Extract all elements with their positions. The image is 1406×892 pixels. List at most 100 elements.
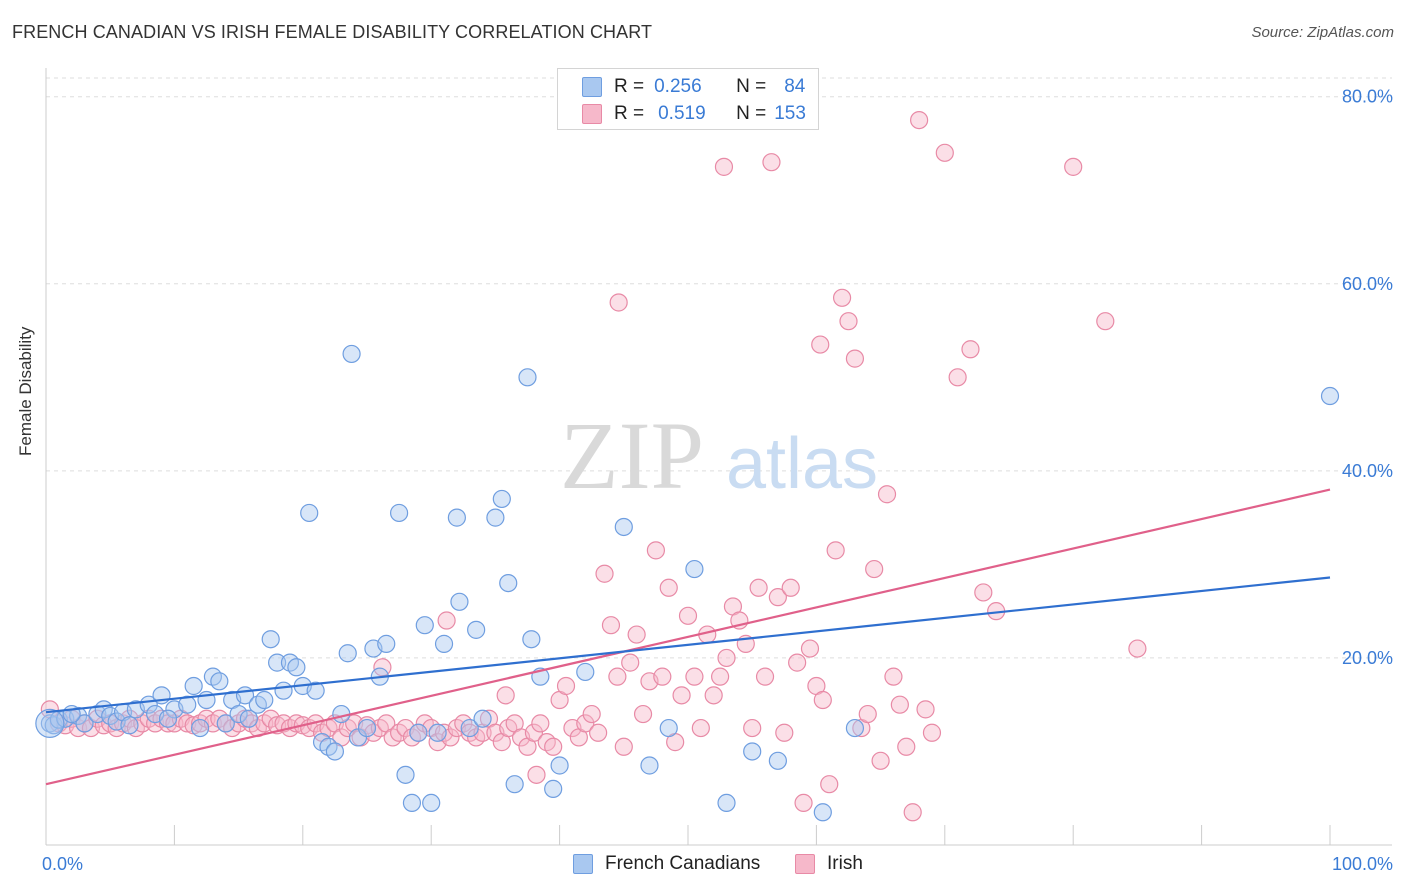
irish-point	[858, 704, 877, 724]
french-canadian-point	[120, 716, 139, 735]
french-canadian-point	[287, 658, 306, 677]
irish-point	[1064, 157, 1083, 176]
watermark: ZIP atlas	[560, 402, 878, 509]
french-canadian-point	[409, 723, 428, 742]
french-canadian-point	[390, 503, 409, 523]
irish-point	[813, 690, 832, 710]
irish-point	[556, 676, 576, 696]
french-canadian-point	[210, 672, 229, 691]
french-canadian-point	[268, 653, 287, 672]
french-canadian-point	[342, 344, 361, 364]
irish-point	[877, 485, 897, 504]
french-canadian-point	[357, 718, 377, 738]
correlation-legend: R = 0.256 N = 84 R = 0.519 N = 153	[557, 68, 819, 130]
irish-point	[794, 793, 813, 813]
irish-point	[826, 541, 845, 560]
french-canadian-point	[743, 742, 762, 761]
irish-point	[678, 606, 698, 625]
irish-point	[496, 686, 515, 705]
y-axis-label: Female Disability	[16, 326, 35, 456]
irish-point	[437, 611, 456, 630]
y-tick-label: 60.0%	[1342, 274, 1393, 294]
bottom-legend-french-canadians: French Canadians	[573, 852, 760, 876]
irish-point	[614, 737, 633, 756]
irish-point	[749, 578, 768, 597]
legend-n-value: 84	[784, 76, 806, 97]
legend-r-label: R =	[614, 76, 645, 97]
french-canadian-point	[768, 751, 787, 770]
french-canadian-point	[274, 681, 293, 700]
irish-point	[800, 639, 820, 658]
french-canadian-point	[450, 592, 469, 611]
french-canadian-point	[300, 503, 319, 523]
irish-point	[608, 667, 627, 686]
bottom-legend-label-french-canadians: French Canadians	[605, 853, 761, 874]
french-canadian-point	[68, 706, 88, 726]
french-canadian-point	[505, 775, 524, 794]
irish-point	[845, 349, 865, 368]
bottom-legend-label-irish: Irish	[827, 853, 863, 874]
irish-point	[884, 667, 903, 686]
irish-point	[672, 686, 691, 705]
source-label: Source: ZipAtlas.com	[1251, 24, 1394, 41]
irish-point	[601, 616, 621, 635]
irish-point	[714, 157, 734, 176]
french-canadian-point	[325, 742, 344, 761]
french-canadian-point	[460, 718, 479, 738]
legend-n-label: N =	[736, 103, 767, 124]
irish-point	[691, 718, 710, 738]
french-canadian-point	[1320, 386, 1340, 406]
x-tick-label: 100.0%	[1332, 854, 1393, 874]
irish-point	[633, 704, 653, 724]
french-canadian-point	[35, 708, 65, 739]
french-canadian-point	[518, 368, 537, 387]
french-canadian-point	[190, 718, 210, 738]
french-canadian-point	[75, 714, 94, 733]
irish-point	[582, 704, 601, 724]
irish-point	[531, 714, 550, 733]
french-canadian-trend-line	[45, 576, 1331, 714]
irish-point	[595, 564, 614, 583]
french-canadian-point	[158, 709, 178, 728]
french-canadian-point	[544, 779, 563, 798]
irish-point	[820, 775, 839, 794]
french-canadian-point	[499, 573, 518, 593]
irish-point	[621, 653, 640, 672]
french-canadian-point	[239, 709, 258, 728]
french-canadian-point	[614, 517, 633, 537]
legend-swatch-blue	[582, 77, 602, 97]
irish-point	[839, 312, 858, 331]
french-canadian-point	[415, 616, 434, 635]
bottom-legend-swatch-blue	[573, 854, 593, 874]
irish-points	[40, 110, 1147, 822]
tick-labels: 20.0% 40.0% 60.0% 80.0% 0.0% 100.0%	[42, 87, 1393, 874]
irish-point	[768, 588, 787, 607]
legend-r-label: R =	[614, 103, 645, 124]
irish-point	[646, 541, 666, 560]
x-tick-label: 0.0%	[42, 854, 83, 874]
french-canadian-point	[422, 793, 441, 813]
irish-point	[775, 723, 794, 742]
irish-point	[589, 723, 608, 742]
irish-point	[788, 653, 807, 672]
french-canadian-point	[473, 709, 492, 728]
irish-point	[871, 751, 890, 770]
french-canadian-point	[377, 634, 396, 653]
irish-point	[1096, 312, 1115, 331]
french-canadian-point	[428, 723, 447, 742]
irish-point	[762, 153, 781, 172]
legend-n-label: N =	[736, 76, 767, 97]
irish-point	[910, 110, 929, 130]
irish-point	[948, 368, 967, 387]
french-canadian-point	[216, 714, 235, 733]
y-tick-label: 40.0%	[1342, 461, 1393, 481]
french-canadian-point	[402, 793, 422, 813]
watermark-zip: ZIP	[560, 402, 704, 509]
french-canadian-point	[255, 690, 274, 710]
french-canadian-point	[522, 630, 541, 649]
legend-row-french-canadians: R = 0.256 N = 84	[582, 75, 805, 99]
irish-point	[781, 578, 800, 597]
french-canadian-point	[845, 718, 865, 738]
french-canadian-point	[261, 630, 280, 649]
